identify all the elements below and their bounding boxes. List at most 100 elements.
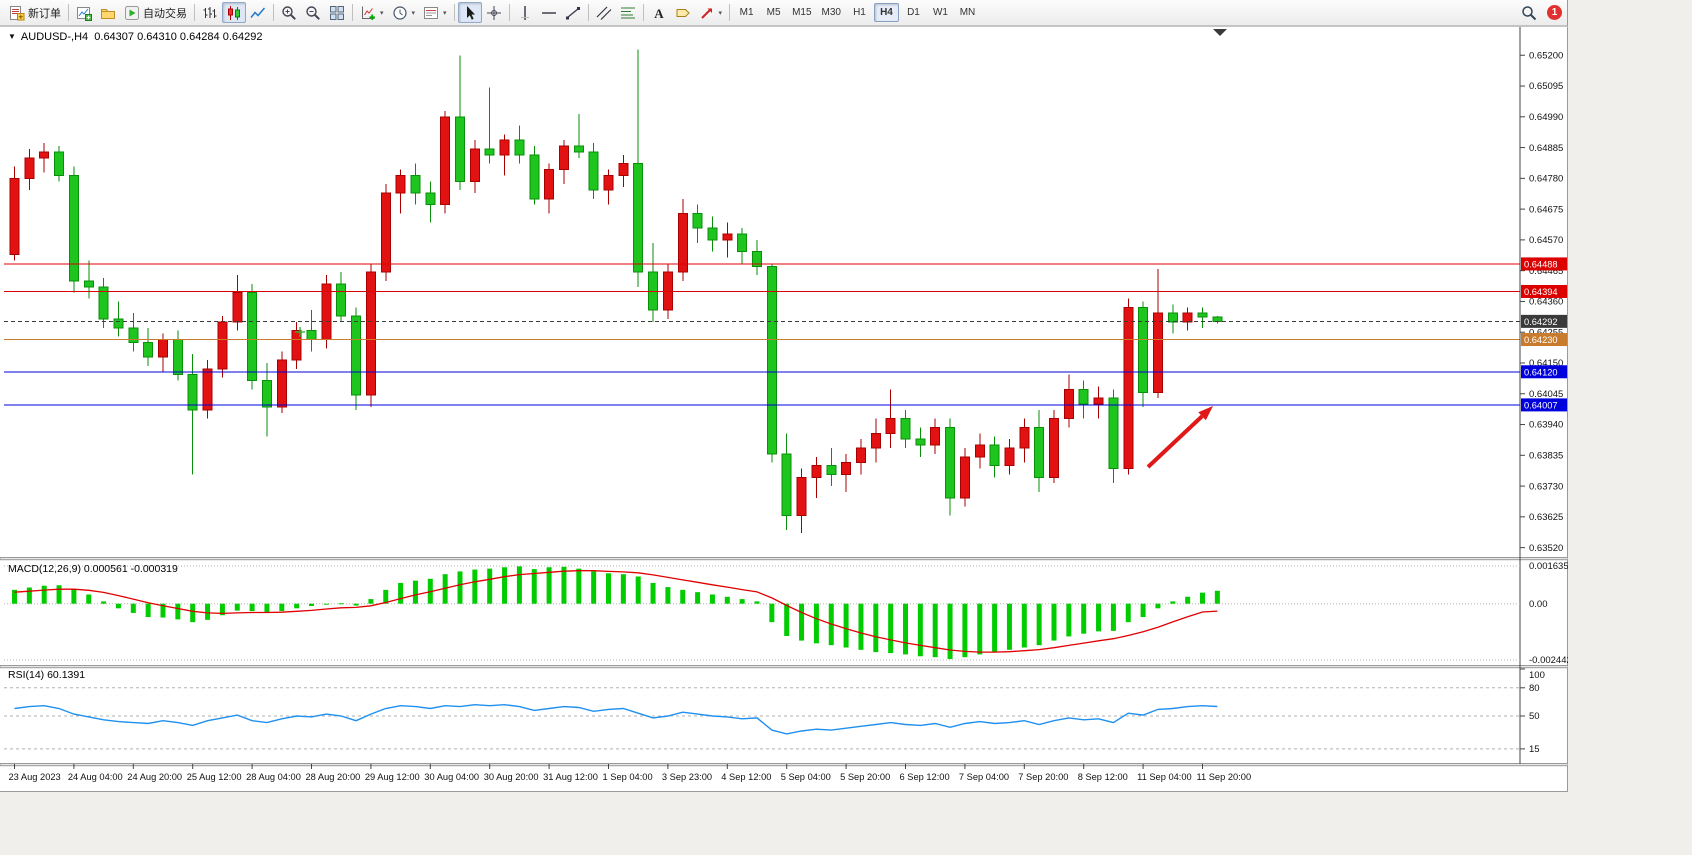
rsi-header: RSI(14) 60.1391 xyxy=(8,669,86,681)
dropdown-caret-icon: ▾ xyxy=(443,9,447,17)
svg-text:0.64292: 0.64292 xyxy=(1524,317,1558,327)
svg-text:0.63520: 0.63520 xyxy=(1529,543,1563,554)
svg-text:0.64780: 0.64780 xyxy=(1529,174,1563,185)
svg-text:11 Sep 04:00: 11 Sep 04:00 xyxy=(1137,772,1192,782)
templates-icon xyxy=(424,6,439,19)
timeframe-mn-button[interactable]: MN xyxy=(959,7,976,18)
svg-text:0.64045: 0.64045 xyxy=(1529,389,1563,400)
periods-icon xyxy=(392,5,407,20)
svg-text:0.64150: 0.64150 xyxy=(1529,358,1563,369)
timeframe-m15-button[interactable]: M15 xyxy=(792,7,812,18)
indicators-button[interactable]: ▾ xyxy=(356,2,388,23)
label-button[interactable] xyxy=(671,2,695,23)
timeframe-m5-button[interactable]: M5 xyxy=(766,7,781,18)
fibo-icon xyxy=(620,7,635,18)
svg-text:5 Sep 04:00: 5 Sep 04:00 xyxy=(781,772,831,782)
channel-button[interactable] xyxy=(592,2,616,23)
notification-badge[interactable]: 1 xyxy=(1547,5,1562,20)
toolbar: 新订单 自动交易 ▾ ▾ ▾ A ▾ M1 M5 M15 M30 H1 H4 D1 W1 MN 1 xyxy=(0,0,1567,26)
timeframe-m1-button[interactable]: M1 xyxy=(739,7,754,18)
svg-text:0.64007: 0.64007 xyxy=(1524,400,1558,410)
linechart-button[interactable] xyxy=(246,2,270,23)
cursor-button[interactable] xyxy=(457,2,482,23)
zoom-out-button[interactable] xyxy=(301,2,325,23)
vline-icon xyxy=(520,5,529,20)
new-chart-icon xyxy=(77,6,92,21)
toolbar-separator xyxy=(508,4,510,21)
profiles-button[interactable] xyxy=(96,2,120,23)
fibo-button[interactable] xyxy=(616,2,640,23)
arrows-icon xyxy=(700,8,712,19)
new-order-button[interactable]: 新订单 xyxy=(5,2,65,23)
svg-text:8 Sep 12:00: 8 Sep 12:00 xyxy=(1078,772,1128,782)
chart-shift-marker[interactable] xyxy=(1213,29,1227,36)
svg-text:30 Aug 20:00: 30 Aug 20:00 xyxy=(484,772,539,782)
text-button[interactable]: A xyxy=(647,2,671,23)
svg-text:100: 100 xyxy=(1529,670,1545,681)
toolbar-separator xyxy=(642,4,644,21)
svg-text:0.64120: 0.64120 xyxy=(1524,367,1558,377)
arrows-button[interactable]: ▾ xyxy=(695,2,727,23)
candles-icon xyxy=(228,5,240,20)
svg-text:11 Sep 20:00: 11 Sep 20:00 xyxy=(1197,772,1252,782)
vline-button[interactable] xyxy=(513,2,537,23)
zoom-in-icon xyxy=(282,5,296,20)
svg-text:7 Sep 20:00: 7 Sep 20:00 xyxy=(1018,772,1068,782)
periods-button[interactable]: ▾ xyxy=(388,2,420,23)
chart-canvas[interactable]: 0.65200 0.65095 0.64990 0.64885 0.64780 0.646… xyxy=(0,0,1568,792)
new-order-label: 新订单 xyxy=(28,7,61,20)
svg-text:0.65200: 0.65200 xyxy=(1529,50,1563,61)
search-button[interactable] xyxy=(1517,2,1541,23)
svg-text:0.63835: 0.63835 xyxy=(1529,451,1563,462)
svg-text:4 Sep 12:00: 4 Sep 12:00 xyxy=(721,772,771,782)
svg-text:31 Aug 12:00: 31 Aug 12:00 xyxy=(543,772,598,782)
new-chart-button[interactable] xyxy=(72,2,96,23)
svg-text:0.63940: 0.63940 xyxy=(1529,420,1563,431)
timeframe-h4-button[interactable]: H4 xyxy=(873,3,899,22)
search-icon xyxy=(1522,5,1537,20)
trendline-button[interactable] xyxy=(561,2,585,23)
zoom-out-icon xyxy=(306,5,320,20)
collapse-panel-icon[interactable]: ▼ xyxy=(8,32,16,41)
svg-text:1 Sep 04:00: 1 Sep 04:00 xyxy=(603,772,653,782)
toolbar-separator xyxy=(194,4,195,21)
svg-text:23 Aug 2023: 23 Aug 2023 xyxy=(9,772,61,782)
svg-text:-0.002442: -0.002442 xyxy=(1529,655,1568,666)
bars-button[interactable] xyxy=(198,2,222,23)
dropdown-caret-icon: ▾ xyxy=(718,9,723,17)
toolbar-separator xyxy=(729,4,731,21)
price-axis: 0.65200 0.65095 0.64990 0.64885 0.64780 0.646… xyxy=(1520,50,1563,554)
candles-button[interactable] xyxy=(222,2,246,23)
hline-button[interactable] xyxy=(537,2,561,23)
svg-text:28 Aug 20:00: 28 Aug 20:00 xyxy=(306,772,361,782)
svg-text:0.64465: 0.64465 xyxy=(1529,266,1563,277)
svg-text:6 Sep 12:00: 6 Sep 12:00 xyxy=(900,772,950,782)
templates-button[interactable]: ▾ xyxy=(419,2,451,23)
timeframe-w1-button[interactable]: W1 xyxy=(932,7,948,18)
crosshair-icon xyxy=(486,5,501,20)
autotrade-icon xyxy=(125,5,139,20)
svg-text:0.65095: 0.65095 xyxy=(1529,81,1563,92)
autotrade-button[interactable]: 自动交易 xyxy=(120,2,191,23)
label-icon xyxy=(676,8,690,17)
crosshair-button[interactable] xyxy=(482,2,506,23)
svg-text:0.64675: 0.64675 xyxy=(1529,204,1563,215)
svg-text:29 Aug 12:00: 29 Aug 12:00 xyxy=(365,772,420,782)
svg-text:0.63625: 0.63625 xyxy=(1529,512,1563,523)
zoom-in-button[interactable] xyxy=(277,2,301,23)
svg-text:28 Aug 04:00: 28 Aug 04:00 xyxy=(246,772,301,782)
toolbar-separator xyxy=(352,4,353,21)
toolbar-separator xyxy=(587,4,589,21)
arrow-annotation[interactable] xyxy=(1146,406,1213,469)
timeframe-d1-button[interactable]: D1 xyxy=(907,7,920,18)
price-tags: 0.64488 0.64394 0.64292 0.64230 0.64120 0.640… xyxy=(1521,257,1567,412)
timeframe-h1-button[interactable]: H1 xyxy=(853,7,866,18)
hline-objects[interactable] xyxy=(4,263,1520,406)
channel-icon xyxy=(596,6,611,20)
toolbar-separator xyxy=(68,4,69,21)
macd-panel: 0.001635 0.00 -0.002442 xyxy=(4,561,1568,666)
chart-symbol-ohlc: AUDUSD-,H4 0.64307 0.64310 0.64284 0.642… xyxy=(20,31,263,43)
linechart-icon xyxy=(250,7,266,18)
timeframe-m30-button[interactable]: M30 xyxy=(821,7,841,18)
tile-button[interactable] xyxy=(325,2,349,23)
